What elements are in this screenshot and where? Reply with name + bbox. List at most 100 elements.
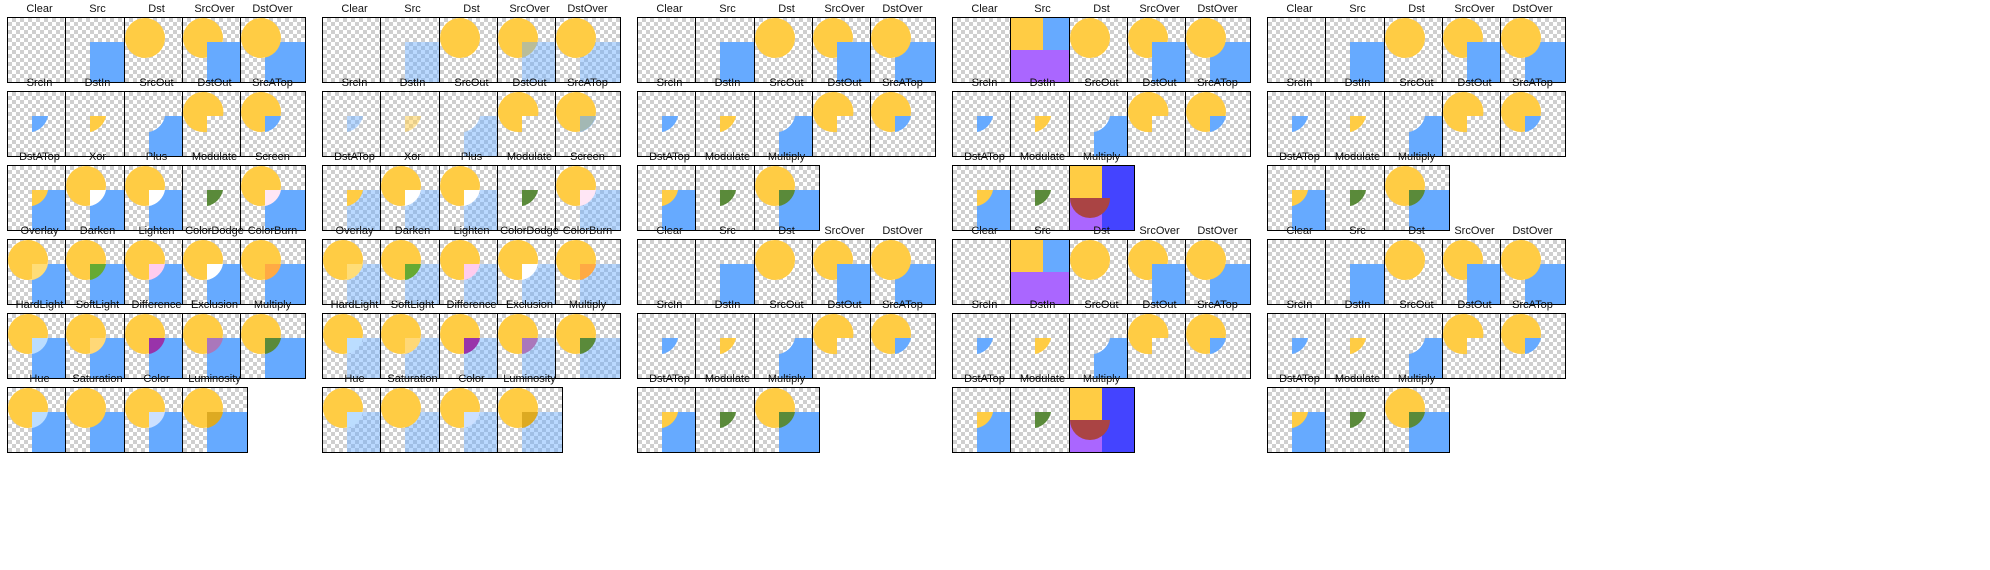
blend-mode-label: Modulate xyxy=(506,151,553,163)
blend-mode-label: SrcATop xyxy=(567,77,608,89)
blend-preview-tile xyxy=(1384,17,1450,83)
blend-preview-tile xyxy=(637,17,703,83)
blend-preview-graphic xyxy=(1292,190,1332,230)
blend-mode-label: Modulate xyxy=(704,151,751,163)
blend-mode-label: DstOut xyxy=(1142,77,1177,89)
blend-preview-graphic xyxy=(464,116,504,156)
blend-preview-graphic xyxy=(1128,18,1192,82)
blend-mode-label: SrcOver xyxy=(194,3,235,15)
blend-preview-tile xyxy=(695,165,761,231)
blend-mode-label: Multiply xyxy=(1082,373,1121,385)
blend-preview-graphic xyxy=(662,116,678,132)
blend-preview-tile xyxy=(182,17,248,83)
blend-mode-label: SrcATop xyxy=(1197,299,1238,311)
blend-preview-tile xyxy=(240,91,306,157)
blend-preview-tile xyxy=(322,165,388,231)
blend-preview-graphic xyxy=(953,18,1017,82)
blend-preview-tile xyxy=(1384,387,1450,453)
blend-mode-label: Saturation xyxy=(387,373,438,385)
blend-preview-graphic xyxy=(66,314,130,378)
blend-preview-tile xyxy=(240,17,306,83)
blend-preview-tile xyxy=(812,239,878,305)
blend-preview-graphic xyxy=(1035,116,1051,132)
blend-mode-label: Darken xyxy=(79,225,116,237)
blend-preview-tile xyxy=(952,387,1018,453)
blend-preview-tile xyxy=(7,17,73,83)
blend-preview-tile xyxy=(952,239,1018,305)
blend-mode-label: Dst xyxy=(1093,3,1110,15)
blend-mode-label: Clear xyxy=(1286,225,1313,237)
blend-mode-label: ColorDodge xyxy=(185,225,244,237)
blend-preview-graphic xyxy=(1070,18,1110,58)
blend-preview-tile xyxy=(812,17,878,83)
blend-mode-label: SrcIn xyxy=(656,77,683,89)
blend-preview-tile xyxy=(1384,165,1450,231)
blend-preview-tile xyxy=(7,239,73,305)
blend-mode-label: SrcIn xyxy=(656,299,683,311)
blend-preview-tile xyxy=(1500,17,1566,83)
blend-mode-label: DstOver xyxy=(882,3,923,15)
blend-preview-tile xyxy=(124,387,190,453)
blend-preview-graphic xyxy=(871,314,911,354)
blend-preview-tile xyxy=(870,17,936,83)
blend-mode-label: Lighten xyxy=(453,225,490,237)
blend-mode-label: SrcATop xyxy=(1512,299,1553,311)
blend-mode-label: SrcATop xyxy=(1197,77,1238,89)
blend-mode-label: Hue xyxy=(344,373,365,385)
blend-preview-tile xyxy=(952,91,1018,157)
blend-preview-graphic xyxy=(207,190,223,206)
blend-mode-label: Exclusion xyxy=(190,299,239,311)
blend-preview-graphic xyxy=(8,18,72,82)
blend-preview-graphic xyxy=(8,388,72,452)
blend-mode-label: Clear xyxy=(26,3,53,15)
blend-preview-tile xyxy=(380,313,446,379)
blend-preview-graphic xyxy=(498,314,562,378)
blend-preview-tile xyxy=(65,17,131,83)
blend-mode-label: Overlay xyxy=(20,225,59,237)
blend-mode-label: Dst xyxy=(463,3,480,15)
blend-mode-label: DstIn xyxy=(84,77,111,89)
blend-preview-tile xyxy=(754,387,820,453)
blend-mode-label: ColorDodge xyxy=(500,225,559,237)
blend-preview-graphic xyxy=(1409,116,1449,156)
blend-preview-graphic xyxy=(323,388,387,452)
blend-preview-tile xyxy=(637,91,703,157)
blend-preview-graphic xyxy=(90,116,106,132)
blend-preview-tile xyxy=(754,17,820,83)
blend-preview-graphic xyxy=(1350,190,1366,206)
blend-preview-tile xyxy=(695,239,761,305)
blend-mode-label: SrcIn xyxy=(1286,77,1313,89)
blend-preview-tile xyxy=(754,313,820,379)
blend-preview-tile xyxy=(439,313,505,379)
blend-mode-label: Multiply xyxy=(1397,373,1436,385)
blend-preview-graphic xyxy=(1186,314,1226,354)
blend-preview-tile xyxy=(240,239,306,305)
blend-mode-label: SrcOut xyxy=(1399,77,1434,89)
blend-preview-graphic xyxy=(662,412,702,452)
blend-preview-graphic xyxy=(183,92,224,133)
blend-preview-tile xyxy=(65,387,131,453)
blend-mode-label: DstOver xyxy=(1197,3,1238,15)
blend-preview-tile xyxy=(322,313,388,379)
blend-preview-tile xyxy=(1010,165,1076,231)
blend-preview-tile xyxy=(1267,313,1333,379)
blend-preview-graphic xyxy=(556,240,620,304)
blend-preview-graphic xyxy=(32,190,72,230)
blend-preview-tile xyxy=(124,91,190,157)
blend-preview-tile xyxy=(380,17,446,83)
blend-preview-graphic xyxy=(498,18,562,82)
blend-mode-label: DstOut xyxy=(1457,299,1492,311)
blend-preview-graphic xyxy=(720,190,736,206)
blend-mode-label: Dst xyxy=(148,3,165,15)
blend-preview-tile xyxy=(497,165,563,231)
blend-preview-tile xyxy=(182,387,248,453)
blend-preview-graphic xyxy=(662,338,678,354)
blend-preview-graphic xyxy=(1070,240,1110,280)
blend-mode-label: Clear xyxy=(971,3,998,15)
blend-preview-tile xyxy=(182,239,248,305)
blend-mode-label: Modulate xyxy=(191,151,238,163)
blend-preview-graphic xyxy=(1501,240,1565,304)
blend-preview-graphic xyxy=(638,18,702,82)
blend-preview-graphic xyxy=(440,314,504,378)
blend-preview-tile xyxy=(1500,91,1566,157)
